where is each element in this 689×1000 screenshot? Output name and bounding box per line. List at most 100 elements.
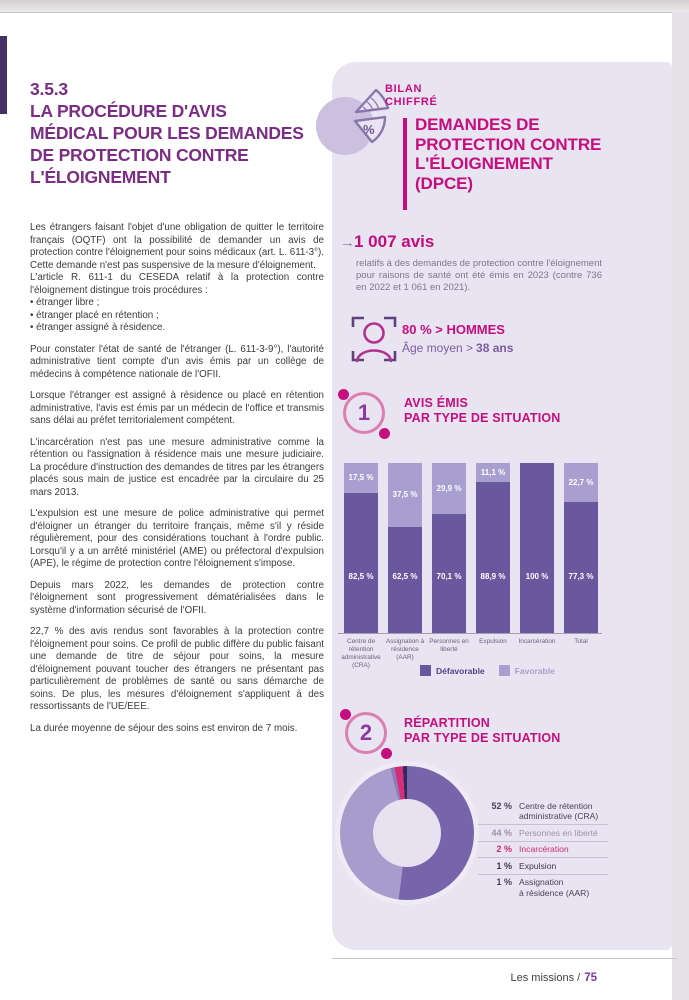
badge-ring-icon [343,392,385,434]
section-1-badge: 1 [338,389,392,441]
slice-percent: 1 % [496,877,512,887]
defavorable-value-label: 77,3 % [568,572,594,581]
defavorable-value-label: 100 % [525,572,549,581]
slice-label: Incarcération [519,844,569,854]
defavorable-value-label: 88,9 % [480,572,506,581]
page-right-edge [672,12,689,1000]
slice-label: Expulsion [519,860,557,871]
pie-chart-icon: % [312,82,394,169]
favorable-segment: 37,5 % [388,463,422,527]
bar-column: 22,7 % 77,3 % [564,463,598,633]
bar-column: 37,5 % 62,5 % [388,463,422,633]
bar-column: 100 % [520,463,554,633]
donut-legend-row: 1 % Expulsion [478,857,608,874]
stacked-bar: 22,7 % 77,3 % [564,463,598,633]
favorable-value-label: 37,5 % [392,490,418,500]
paragraph: 22,7 % des avis rendus sont favorables à… [30,626,324,712]
chart-2-title: RÉPARTITION PAR TYPE DE SITUATION [404,716,561,745]
stacked-bar: 17,5 % 82,5 % [344,463,378,633]
bar-column: 29,9 % 70,1 % [432,463,466,633]
person-frame-icon [350,314,398,369]
panel-kicker: BILAN CHIFFRÉ [385,83,438,108]
bar-column: 17,5 % 82,5 % [344,463,378,633]
headline-stat-value: 1 007 avis [354,232,435,251]
headline-stat-description: relatifs à des demandes de protection co… [356,258,602,293]
favorable-value-label: 22,7 % [568,477,594,487]
page-top-edge [0,0,689,13]
favorable-value-label: 29,9 % [436,483,462,493]
stat-age-value: 38 ans [476,341,514,355]
defavorable-segment [388,526,422,633]
section-2-badge: 2 [340,709,394,761]
badge-ring-icon [345,712,387,754]
slice-label: Assignation à résidence (AAR) [519,877,590,898]
bar-chart-legend: Défavorable Favorable [420,665,569,676]
favorable-segment: 11,1 % [476,463,510,482]
legend-item: Défavorable [420,665,485,676]
badge-number: 2 [359,720,373,745]
stacked-bar: 29,9 % 70,1 % [432,463,466,633]
favorable-segment: 17,5 % [344,463,378,493]
defavorable-segment [564,501,598,633]
paragraph: L'incarcération n'est pas une mesure adm… [30,436,324,498]
badge-dot-icon [379,428,390,439]
section-number: 3.5.3 [30,79,68,99]
donut-legend-row: 52 % Centre de rétention administrative (… [478,798,608,824]
stat-age-label: Âge moyen > [402,341,474,355]
category-label: Centre de rétention administrative (CRA) [341,638,381,669]
legend-label: Favorable [514,665,555,676]
paragraph: La durée moyenne de séjour des soins est… [30,722,298,734]
slice-label: Personnes en liberté [519,827,598,838]
x-axis-line [338,633,602,634]
defavorable-value-label: 82,5 % [348,572,374,581]
favorable-value-label: 17,5 % [348,473,374,483]
favorable-value-label: 11,1 % [480,467,506,477]
chapter-edge-tab [0,36,7,114]
title-rule [403,118,407,210]
category-label: Personnes en liberté [429,638,469,653]
favorable-segment: 22,7 % [564,463,598,502]
donut-chart [340,766,474,900]
panel-title: DEMANDES DE PROTECTION CONTRE L'ÉLOIGNEM… [415,115,602,193]
donut-legend-row: 2 % Incarcération [478,840,608,858]
bar-chart-category-labels: Centre de rétention administrative (CRA)… [338,634,604,670]
footer-divider [332,958,677,959]
paragraph: Pour constater l'état de santé de l'étra… [30,343,324,380]
bilan-chiffre-panel: % BILAN CHIFFRÉ DEMANDES DE PROTECTION C… [316,62,672,950]
slice-percent: 2 % [496,844,512,854]
stacked-bar: 37,5 % 62,5 % [388,463,422,633]
defavorable-segment [344,492,378,633]
badge-dot-icon [338,389,349,400]
category-label: Incarcération [518,638,556,645]
defavorable-value-label: 62,5 % [392,572,418,581]
defavorable-segment [476,481,510,633]
category-label: Assignation à résidence (AAR) [385,638,425,661]
stat-gender: 80 % > HOMMES [402,322,505,337]
category-label: Total [574,638,588,645]
legend-swatch-icon [420,665,431,676]
paragraph: Depuis mars 2022, les demandes de protec… [30,579,324,616]
footer-label: Les missions / [510,972,581,984]
stacked-bar: 100 % [520,463,554,633]
article-column: 3.5.3 LA PROCÉDURE D'AVIS MÉDICAL POUR L… [30,78,324,744]
arrow-icon: → [340,234,355,251]
badge-number: 1 [357,400,371,425]
page-number: 75 [584,972,597,984]
slice-percent: 1 % [496,860,512,871]
favorable-segment: 29,9 % [432,463,466,514]
footer: Les missions /75 [511,972,598,984]
badge-dot-icon [340,709,351,720]
category-label: Expulsion [479,638,507,645]
paragraph: Lorsque l'étranger est assigné à résiden… [30,390,324,426]
bar-column: 11,1 % 88,9 % [476,463,510,633]
slice-percent: 44 % [491,827,512,838]
stat-age: Âge moyen >38 ans [402,341,513,355]
donut-legend-row: 1 % Assignation à résidence (AAR) [478,873,608,901]
chart-1-title: AVIS ÉMIS PAR TYPE DE SITUATION [404,396,561,425]
defavorable-segment [520,463,554,633]
defavorable-segment [432,513,466,633]
defavorable-value-label: 70,1 % [436,572,462,581]
slice-label: Centre de rétention administrative (CRA) [519,800,599,822]
paragraph: L'expulsion est une mesure de police adm… [30,508,324,569]
